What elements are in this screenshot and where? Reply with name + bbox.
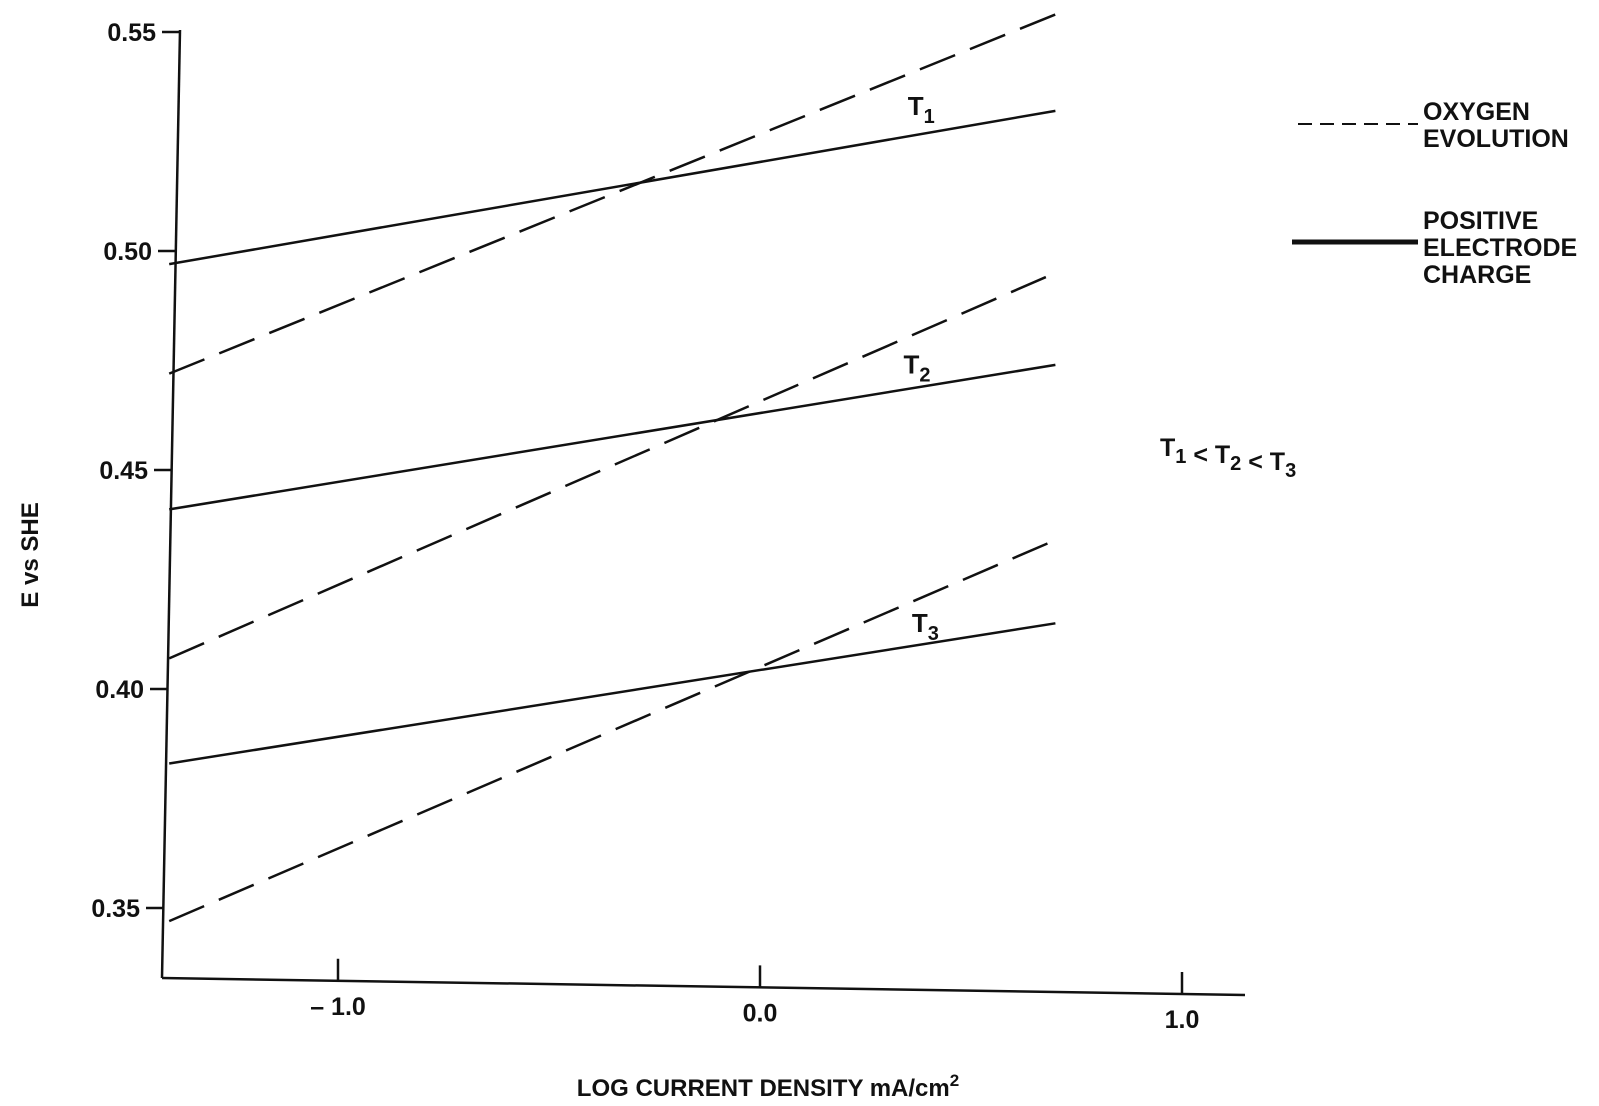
series-label-t3: T3: [912, 608, 939, 645]
y-axis-line: [160, 29, 182, 979]
series-line-t3-solid: [169, 622, 1056, 765]
legend-label-solid: POSITIVE ELECTRODE CHARGE: [1423, 207, 1577, 289]
y-axis-label: E vs SHE: [17, 502, 44, 607]
x-tick-label: 1.0: [1165, 1006, 1200, 1034]
series-label-t1: T1: [908, 91, 935, 128]
legend: OXYGEN EVOLUTION POSITIVE ELECTRODE CHARGE: [1292, 98, 1577, 289]
x-axis-label-superscript: 2: [950, 1071, 959, 1090]
series-label-t2: T2: [903, 350, 930, 387]
x-tick-label: 0.0: [743, 999, 778, 1027]
series-line-t2-solid: [168, 363, 1056, 511]
series-line-t1-solid: [168, 109, 1056, 266]
x-axis-label-main: LOG CURRENT DENSITY mA/cm: [577, 1075, 950, 1102]
series-lines: [168, 13, 1056, 923]
series-line-t2-dashed: [168, 271, 1056, 660]
temperature-order-annotation: T1 < T2 < T3: [1160, 434, 1296, 482]
y-tick-label: 0.45: [99, 457, 148, 485]
y-ticks: 0.35 0.40 0.45 0.50 0.55: [91, 19, 180, 923]
x-axis-line: [161, 976, 1246, 997]
y-tick-label: 0.35: [91, 895, 140, 923]
y-tick-label: 0.55: [107, 19, 156, 47]
series-line-t3-dashed: [168, 538, 1056, 923]
series-line-t1-dashed: [168, 13, 1056, 375]
x-ticks: – 1.0 0.0 1.0: [310, 958, 1200, 1034]
y-tick-label: 0.50: [103, 238, 152, 266]
y-tick-label: 0.40: [95, 676, 144, 704]
legend-label-dashed: OXYGEN EVOLUTION: [1423, 98, 1569, 153]
axes: 0.35 0.40 0.45 0.50 0.55 – 1.0 0.0 1.0: [91, 19, 1246, 1034]
x-tick-label: – 1.0: [310, 993, 366, 1021]
x-axis-label: LOG CURRENT DENSITY mA/cm2: [577, 1071, 959, 1102]
series-labels: T1 T2 T3: [903, 91, 938, 645]
